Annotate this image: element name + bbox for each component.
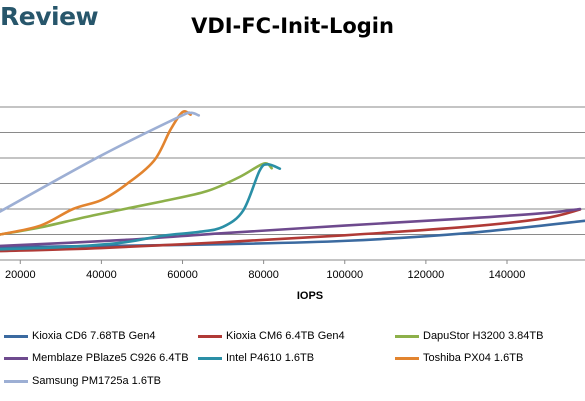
legend-item: Kioxia CM6 6.4TB Gen4 [198, 328, 345, 344]
legend-swatch [198, 334, 222, 338]
legend-label: Kioxia CD6 7.68TB Gen4 [32, 330, 156, 342]
legend-item: DapuStor H3200 3.84TB [395, 328, 543, 344]
legend-item: Toshiba PX04 1.6TB [395, 350, 523, 366]
chart-title: VDI-FC-Init-Login [191, 14, 394, 38]
brand-logo-text: Review [0, 2, 99, 31]
legend-label: Memblaze PBlaze5 C926 6.4TB [32, 352, 189, 364]
legend-label: DapuStor H3200 3.84TB [423, 330, 544, 342]
legend-item: Intel P4610 1.6TB [198, 350, 314, 366]
legend-item: Samsung PM1725a 1.6TB [4, 373, 161, 389]
legend-label: Intel P4610 1.6TB [226, 352, 315, 364]
series-line-7 [0, 111, 201, 213]
x-tick-label: 100000 [326, 269, 363, 281]
legend-swatch [395, 356, 419, 360]
series-line-4 [0, 207, 582, 248]
legend-swatch [395, 334, 419, 338]
x-tick-label: 120000 [408, 269, 445, 281]
x-tick-label: 40000 [86, 269, 117, 281]
series-line-2 [0, 208, 582, 253]
legend-label: Kioxia CM6 6.4TB Gen4 [226, 330, 345, 342]
x-tick-label: 20000 [5, 269, 36, 281]
x-tick-label: 140000 [489, 269, 526, 281]
legend-swatch [198, 356, 222, 360]
legend-swatch [4, 379, 28, 383]
x-tick-label: 80000 [248, 269, 279, 281]
chart-plot: 20000 40000 60000 80000 100000 120000 140000 [0, 106, 585, 281]
legend-label: Toshiba PX04 1.6TB [423, 352, 524, 364]
x-axis-label: IOPS [296, 290, 324, 302]
series-line-3 [0, 162, 274, 236]
x-tick-label: 60000 [167, 269, 198, 281]
chart-legend: Kioxia CD6 7.68TB Gen4 Kioxia CM6 6.4TB G… [0, 322, 585, 401]
legend-swatch [4, 356, 28, 360]
legend-swatch [4, 334, 28, 338]
series-line-5 [0, 163, 282, 251]
legend-item: Memblaze PBlaze5 C926 6.4TB [4, 350, 189, 366]
legend-item: Kioxia CD6 7.68TB Gen4 [4, 328, 156, 344]
legend-label: Samsung PM1725a 1.6TB [32, 375, 162, 387]
